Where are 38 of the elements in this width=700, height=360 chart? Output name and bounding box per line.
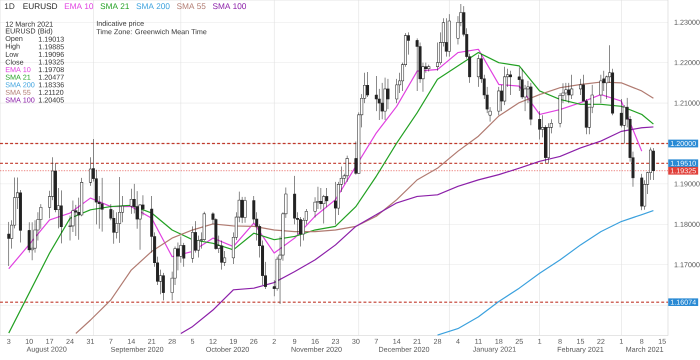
candlestick [570, 74, 574, 100]
text: EURUSD [23, 3, 58, 10]
candlestick [599, 74, 602, 104]
line-series [180, 126, 654, 334]
line-series [436, 210, 654, 336]
candlestick [384, 77, 387, 120]
candlestick [30, 222, 34, 261]
candlestick [325, 188, 328, 208]
candlestick [386, 78, 390, 110]
candlestick [130, 188, 133, 214]
text: EMA 10 [64, 3, 94, 10]
candlestick [538, 110, 542, 140]
line-series [75, 81, 654, 334]
candlestick [118, 176, 122, 244]
candlestick [366, 72, 370, 98]
candlestick [162, 272, 165, 301]
candlestick [564, 82, 568, 102]
candlestick [497, 86, 500, 116]
candlestick [319, 188, 322, 210]
candlestick [60, 190, 63, 244]
text: SMA 55 [176, 3, 206, 10]
candlestick [244, 196, 247, 223]
candlestick [334, 182, 337, 225]
candlestick [567, 82, 570, 104]
candlestick [100, 178, 104, 232]
candlestick [346, 155, 349, 182]
candlestick [380, 82, 384, 120]
text: SMA 21 [100, 3, 130, 10]
candlestick [416, 38, 419, 92]
annotation: 1D [4, 3, 14, 10]
candlestick [196, 235, 200, 258]
candlestick [141, 194, 144, 216]
text: SMA 100 [212, 3, 246, 10]
candlestick [476, 54, 480, 88]
candlestick [508, 70, 512, 96]
text: SMA 200 [136, 3, 170, 10]
candlestick [7, 222, 10, 266]
candlestick [652, 148, 655, 180]
